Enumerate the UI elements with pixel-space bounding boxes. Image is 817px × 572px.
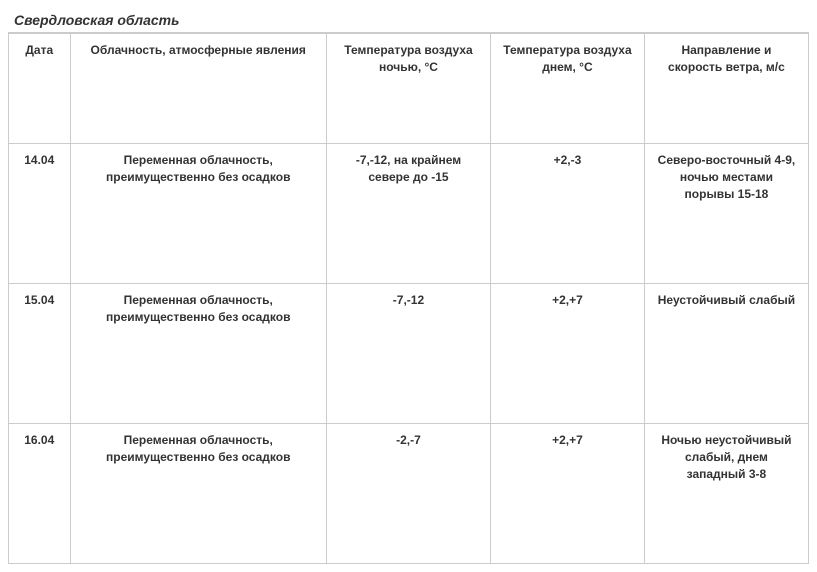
cell-night: -7,-12 bbox=[326, 284, 490, 424]
cell-clouds: Переменная облачность, преимущественно б… bbox=[70, 424, 326, 564]
table-header-row: Дата Облачность, атмосферные явления Тем… bbox=[9, 34, 809, 144]
cell-wind: Неустойчивый слабый bbox=[644, 284, 808, 424]
cell-date: 16.04 bbox=[9, 424, 71, 564]
table-row: 16.04 Переменная облачность, преимуществ… bbox=[9, 424, 809, 564]
col-header-wind: Направление и скорость ветра, м/с bbox=[644, 34, 808, 144]
cell-date: 15.04 bbox=[9, 284, 71, 424]
col-header-night: Температура воздуха ночью, °С bbox=[326, 34, 490, 144]
table-row: 14.04 Переменная облачность, преимуществ… bbox=[9, 144, 809, 284]
col-header-day: Температура воздуха днем, °С bbox=[491, 34, 645, 144]
col-header-clouds: Облачность, атмосферные явления bbox=[70, 34, 326, 144]
region-title: Свердловская область bbox=[8, 8, 809, 33]
cell-wind: Северо-восточный 4-9, ночью местами поры… bbox=[644, 144, 808, 284]
cell-night: -2,-7 bbox=[326, 424, 490, 564]
col-header-date: Дата bbox=[9, 34, 71, 144]
cell-wind: Ночью неустойчивый слабый, днем западный… bbox=[644, 424, 808, 564]
table-row: 15.04 Переменная облачность, преимуществ… bbox=[9, 284, 809, 424]
cell-night: -7,-12, на крайнем севере до -15 bbox=[326, 144, 490, 284]
cell-clouds: Переменная облачность, преимущественно б… bbox=[70, 144, 326, 284]
cell-day: +2,+7 bbox=[491, 284, 645, 424]
forecast-table: Дата Облачность, атмосферные явления Тем… bbox=[8, 33, 809, 564]
cell-date: 14.04 bbox=[9, 144, 71, 284]
cell-day: +2,-3 bbox=[491, 144, 645, 284]
cell-day: +2,+7 bbox=[491, 424, 645, 564]
cell-clouds: Переменная облачность, преимущественно б… bbox=[70, 284, 326, 424]
